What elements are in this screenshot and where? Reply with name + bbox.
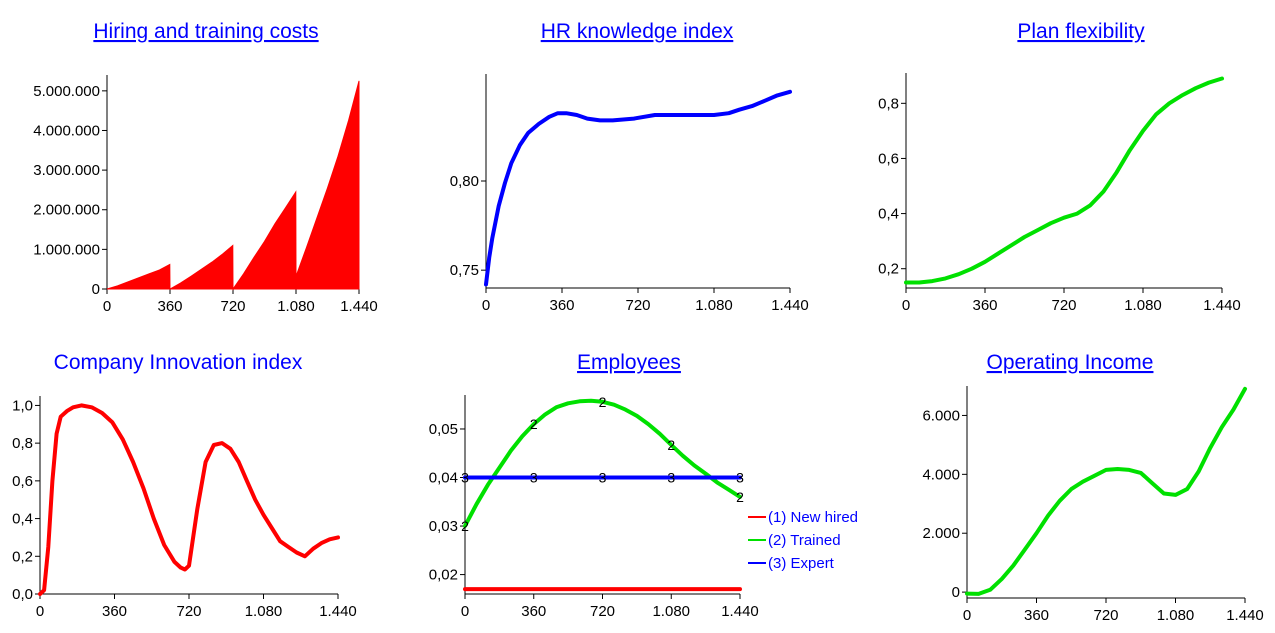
y-tick-label: 6.000 [922,407,960,424]
y-tick-label: 0,8 [12,435,33,452]
x-tick-label: 0 [461,603,469,620]
y-tick-label: 3.000.000 [33,162,100,179]
y-tick-label: 1,0 [12,397,33,414]
x-tick-label: 1.440 [1203,297,1241,314]
chart-title: Operating Income [987,351,1154,374]
x-tick-label: 720 [1051,297,1076,314]
chart-title: Hiring and training costs [93,20,318,43]
x-tick-label: 360 [521,603,546,620]
x-tick-label: 1.440 [771,297,809,314]
x-tick-label: 1.080 [277,298,315,315]
x-tick-label: 720 [625,297,650,314]
y-tick-label: 5.000.000 [33,83,100,100]
x-tick-label: 360 [972,297,997,314]
x-tick-label: 1.440 [319,603,357,620]
chart-innovation: Company Innovation index 0 360 720 1.080 1.44… [12,351,357,620]
x-tick-label: 1.080 [652,603,690,620]
y-tick-label: 4.000 [922,466,960,483]
y-tick-label: 0,8 [878,95,899,112]
x-tick-label: 1.080 [1124,297,1162,314]
x-tick-label: 1.440 [1226,607,1264,624]
series-marker: 2 [530,416,538,432]
chart-hiring: Hiring and training costs 0 360 720 1.080 1.4… [33,20,378,315]
y-tick-label: 4.000.000 [33,122,100,139]
chart-hr: HR knowledge index 0 360 720 1.080 1.440 0,75 0… [450,20,809,314]
chart-title: Plan flexibility [1017,20,1145,43]
legend-entry: (1) New hired [768,509,858,526]
series-marker: 3 [667,470,675,486]
x-tick-label: 720 [220,298,245,315]
legend-entry: (3) Expert [768,555,835,572]
y-tick-label: 2.000 [922,525,960,542]
x-tick-label: 0 [963,607,971,624]
y-tick-label: 0,04 [429,470,458,487]
y-tick-label: 0,80 [450,173,479,190]
x-tick-label: 0 [103,298,111,315]
y-tick-label: 0,0 [12,586,33,603]
x-tick-label: 1.440 [340,298,378,315]
x-tick-label: 360 [1024,607,1049,624]
x-tick-label: 1.080 [1157,607,1195,624]
legend-entry: (2) Trained [768,532,841,549]
x-tick-label: 1.440 [721,603,759,620]
series-marker: 2 [599,394,607,410]
line-series-0 [484,89,792,287]
line-series-0 [965,386,1247,596]
x-tick-label: 1.080 [245,603,283,620]
y-tick-label: 0,2 [12,548,33,565]
y-tick-label: 0,03 [429,518,458,535]
x-tick-label: 360 [157,298,182,315]
y-tick-label: 0,6 [12,473,33,490]
chart-income: Operating Income 0 360 720 1.080 1.440 0 2.000 4… [922,351,1263,624]
series-marker: 3 [461,470,469,486]
series-marker: 3 [736,470,744,486]
area-series-0 [106,80,360,291]
line-series-1 [463,398,742,528]
y-tick-label: 0,6 [878,150,899,167]
x-tick-label: 360 [549,297,574,314]
y-tick-label: 2.000.000 [33,202,100,219]
y-tick-label: 0,02 [429,567,458,584]
line-series-0 [904,76,1224,285]
chart-title: Company Innovation index [54,351,303,374]
y-tick-label: 0,75 [450,262,479,279]
chart-plan: Plan flexibility 0 360 720 1.080 1.440 0,2 0,4 0… [878,20,1241,314]
x-tick-label: 0 [482,297,490,314]
x-tick-label: 720 [1093,607,1118,624]
series-marker: 2 [667,437,675,453]
x-tick-label: 720 [176,603,201,620]
y-tick-label: 0 [952,584,960,601]
y-tick-label: 0,05 [429,421,458,438]
x-tick-label: 0 [36,603,44,620]
y-tick-label: 0,4 [12,511,33,528]
series-marker: 2 [736,489,744,505]
chart-title: HR knowledge index [541,20,734,43]
y-tick-label: 1.000.000 [33,241,100,258]
series-marker: 3 [530,470,538,486]
chart-title: Employees [577,351,681,374]
y-tick-label: 0 [92,281,100,298]
x-tick-label: 0 [902,297,910,314]
x-tick-label: 1.080 [695,297,733,314]
chart-employees: Employees 0 360 720 1.080 1.440 0,02 0,03 0,04 0,… [429,351,858,620]
y-tick-label: 0,2 [878,261,899,278]
series-marker: 2 [461,518,469,534]
line-series-0 [38,403,340,596]
x-tick-label: 720 [590,603,615,620]
x-tick-label: 360 [102,603,127,620]
series-marker: 3 [599,470,607,486]
y-tick-label: 0,4 [878,206,899,223]
